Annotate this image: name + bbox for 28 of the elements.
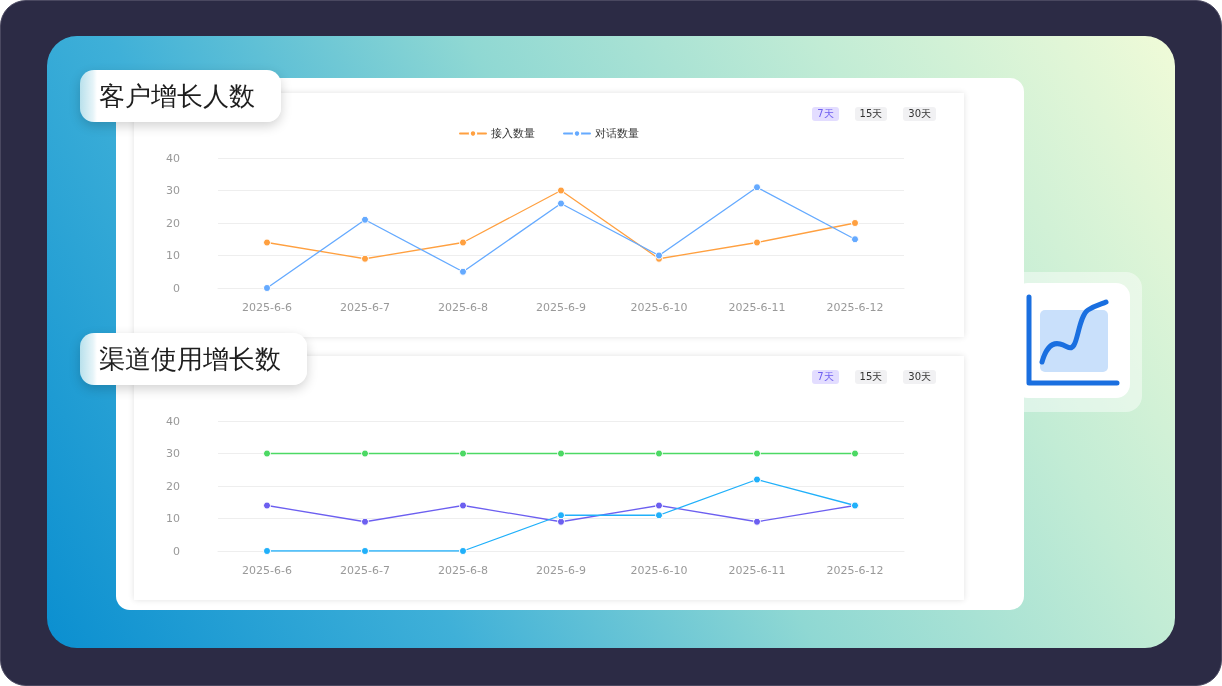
- y-tick-label: 0: [173, 281, 180, 295]
- x-tick-label: 2025-6-8: [438, 564, 488, 577]
- x-tick-label: 2025-6-7: [340, 301, 390, 314]
- x-tick-label: 2025-6-7: [340, 564, 390, 577]
- x-tick-label: 2025-6-12: [826, 301, 884, 314]
- y-tick-label: 30: [166, 184, 180, 197]
- legend-label: 接入数量: [491, 127, 535, 140]
- y-tick-label: 30: [166, 447, 180, 460]
- y-tick-label: 20: [166, 216, 180, 230]
- y-tick-label: 10: [166, 249, 180, 262]
- y-tick-label: 40: [166, 151, 180, 165]
- x-tick-label: 2025-6-6: [242, 301, 292, 314]
- x-tick-label: 2025-6-10: [630, 564, 688, 577]
- x-tick-label: 2025-6-10: [630, 301, 688, 314]
- x-tick-label: 2025-6-11: [728, 564, 786, 577]
- x-tick-label: 2025-6-8: [438, 301, 488, 314]
- y-tick-label: 40: [166, 414, 180, 428]
- y-tick-label: 10: [166, 512, 180, 525]
- y-tick-label: 20: [166, 479, 180, 493]
- x-tick-label: 2025-6-6: [242, 564, 292, 577]
- x-tick-label: 2025-6-9: [536, 564, 586, 577]
- chart-title: 客户增长人数: [80, 70, 281, 122]
- x-tick-label: 2025-6-12: [826, 564, 884, 577]
- y-tick-label: 0: [173, 544, 180, 558]
- x-tick-label: 2025-6-9: [536, 301, 586, 314]
- legend-label: 对话数量: [595, 127, 639, 140]
- x-tick-label: 2025-6-11: [728, 301, 786, 314]
- chart-title: 渠道使用增长数: [80, 333, 307, 385]
